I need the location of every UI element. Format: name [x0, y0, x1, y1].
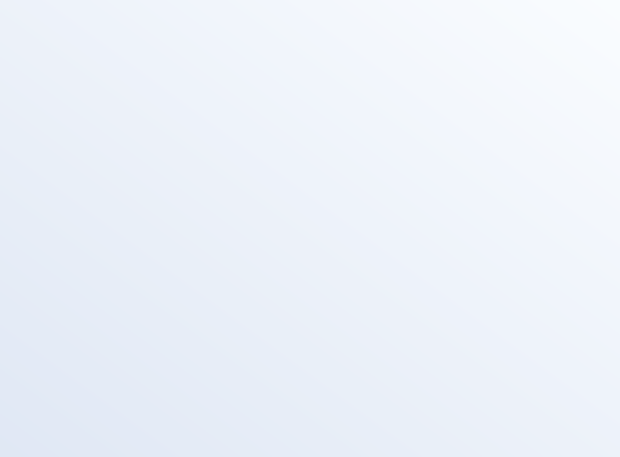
FancyBboxPatch shape [518, 361, 588, 383]
Text: Would
rearchitecting
be beneficial?: Would rearchitecting be beneficial? [255, 96, 315, 128]
Text: Does another
appl. provide
similar/better
functionality?: Does another appl. provide similar/bette… [137, 90, 195, 133]
FancyBboxPatch shape [251, 89, 319, 135]
Text: Is the
application
still used?: Is the application still used? [26, 211, 92, 246]
Text: Source: LeanIX GmbH: Source: LeanIX GmbH [16, 438, 107, 447]
FancyBboxPatch shape [368, 322, 435, 368]
Text: MIGRATE: MIGRATE [531, 194, 575, 203]
FancyBboxPatch shape [518, 407, 588, 429]
Text: Does it
meet your
requirements?: Does it meet your requirements? [371, 231, 433, 263]
Text: TOLERATE: TOLERATE [528, 39, 578, 48]
FancyBboxPatch shape [518, 112, 588, 134]
Text: Would
rearchitecting
be beneficial?: Would rearchitecting be beneficial? [372, 329, 432, 361]
Text: INVEST: INVEST [534, 242, 572, 251]
Text: TOLERATE: TOLERATE [528, 62, 578, 71]
Text: Is the
functionality
sufficient?: Is the functionality sufficient? [140, 178, 193, 210]
FancyBboxPatch shape [518, 188, 588, 210]
FancyBboxPatch shape [368, 223, 435, 271]
FancyBboxPatch shape [20, 193, 98, 264]
Text: TOLERATE: TOLERATE [528, 367, 578, 376]
FancyBboxPatch shape [518, 236, 588, 258]
FancyBboxPatch shape [132, 81, 200, 143]
FancyBboxPatch shape [132, 171, 200, 218]
Text: ELIMINATE: ELIMINATE [526, 414, 580, 423]
Text: INVEST: INVEST [534, 313, 572, 322]
Text: MIGRATE: MIGRATE [531, 119, 575, 128]
Text: Is there a
commercial
off-the-shell
product?: Is there a commercial off-the-shell prod… [259, 234, 311, 277]
FancyBboxPatch shape [251, 225, 319, 287]
FancyBboxPatch shape [518, 55, 588, 77]
FancyBboxPatch shape [518, 307, 588, 329]
Text: No: No [25, 36, 38, 46]
FancyBboxPatch shape [132, 257, 200, 319]
Text: Is there an
application
with similar
functionality?: Is there an application with similar fun… [137, 266, 195, 309]
Text: Yes: Yes [25, 20, 40, 30]
FancyBboxPatch shape [518, 32, 588, 54]
